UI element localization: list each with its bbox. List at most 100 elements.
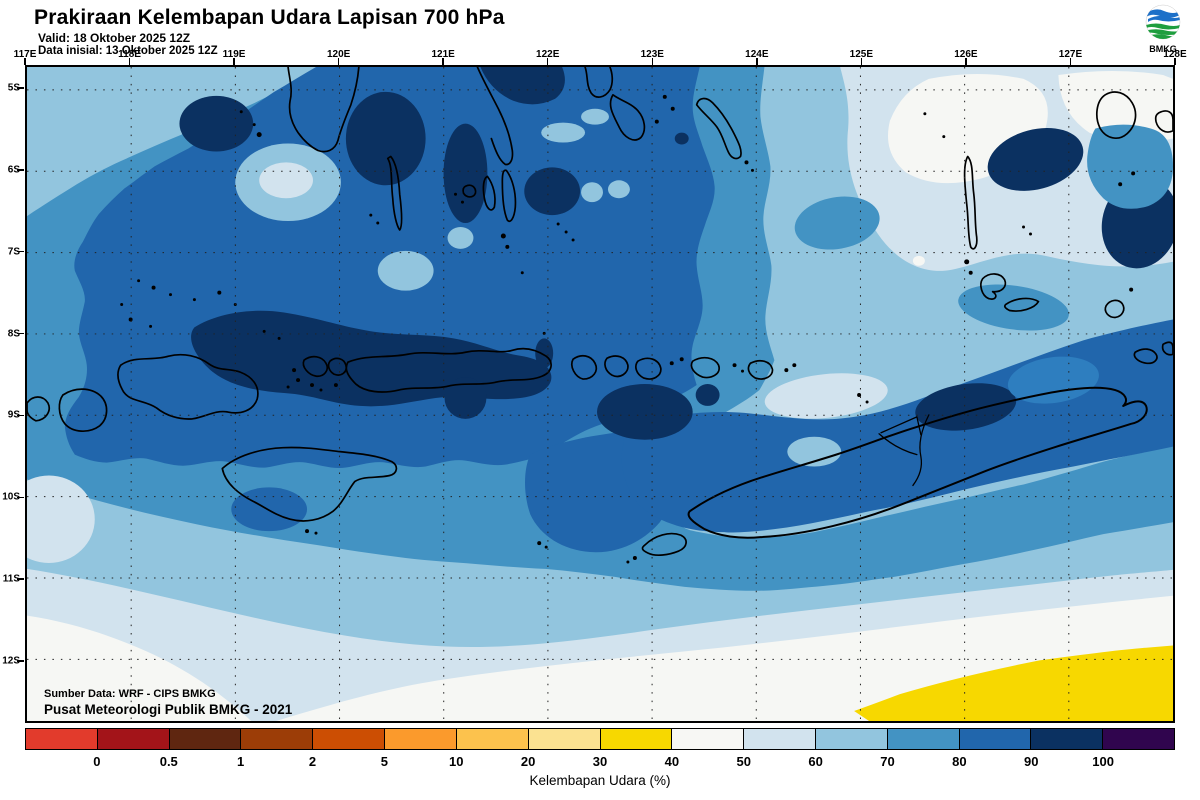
- lat-label-7S: 7S: [7, 246, 20, 258]
- lon-label-124E: 124E: [745, 49, 769, 60]
- humidity-region-70-80-diamond: [794, 196, 880, 250]
- lon-label-122E: 122E: [536, 49, 560, 60]
- humidity-region-30-40-corner: [854, 645, 1173, 721]
- colorbar-tick-2: 2: [308, 754, 317, 769]
- source-line-1: Sumber Data: WRF - CIPS BMKG: [44, 688, 216, 700]
- bmkg-logo-icon: [1145, 4, 1181, 40]
- lat-label-11S: 11S: [2, 573, 20, 585]
- colorbar-cell-13: [959, 729, 1032, 749]
- colorbar-cell-4: [313, 729, 386, 749]
- humidity-region-90-100-c2: [524, 167, 581, 216]
- colorbar-tick-50: 50: [736, 754, 751, 769]
- lon-tick: [24, 58, 26, 65]
- lon-label-128E: 128E: [1163, 49, 1187, 60]
- humidity-region-60-70-patch4: [581, 182, 603, 203]
- lon-tick: [442, 58, 444, 65]
- humidity-region-90-100-a: [179, 95, 254, 152]
- lon-tick: [1174, 58, 1176, 65]
- humidity-region-80-90-bright: [1007, 356, 1099, 404]
- colorbar-tick-60: 60: [808, 754, 823, 769]
- colorbar-cell-10: [744, 729, 816, 749]
- colorbar-cell-3: [241, 729, 314, 749]
- colorbar-tick-100: 100: [1092, 754, 1114, 769]
- lon-tick: [233, 58, 235, 65]
- humidity-region-60-70-patch2: [541, 122, 586, 143]
- page-title: Prakiraan Kelembapan Udara Lapisan 700 h…: [34, 6, 505, 29]
- colorbar-cell-12: [887, 729, 960, 749]
- source-line-2: Pusat Meteorologi Publik BMKG - 2021: [44, 701, 293, 717]
- colorbar-cell-11: [815, 729, 888, 749]
- colorbar-cell-9: [672, 729, 745, 749]
- bmkg-logo-label: BMKG: [1149, 44, 1177, 54]
- lat-tick: [17, 414, 24, 417]
- humidity-region-90-100-c: [480, 67, 565, 105]
- humidity-region-60-70-patch3: [581, 108, 609, 125]
- init-time-label: Data inisial: 13 Oktober 2025 12Z: [38, 45, 218, 57]
- colorbar-caption: Kelembapan Udara (%): [529, 773, 671, 788]
- colorbar-tick-20: 20: [520, 754, 536, 769]
- map-canvas: [27, 67, 1173, 721]
- colorbar-tick-10: 10: [449, 754, 464, 769]
- source-note: Sumber Data: WRF - CIPS BMKG Pusat Meteo…: [44, 688, 292, 719]
- humidity-region-40-50-dot: [912, 255, 925, 266]
- lon-label-121E: 121E: [431, 49, 455, 60]
- lat-tick: [17, 332, 24, 335]
- colorbar-cell-15: [1103, 729, 1174, 749]
- colorbar-tick-30: 30: [592, 754, 608, 769]
- colorbar-cell-5: [385, 729, 457, 749]
- colorbar-tick-5: 5: [380, 754, 388, 769]
- lat-tick: [17, 578, 24, 580]
- humidity-region-60-70-patch1: [377, 250, 434, 291]
- map-frame: [25, 65, 1175, 723]
- colorbar-cell-7: [528, 729, 601, 749]
- lat-label-12S: 12S: [2, 655, 20, 667]
- colorbar-cell-6: [456, 729, 529, 749]
- humidity-region-90-100-d: [987, 127, 1084, 191]
- humidity-region-40-50-bottomleft: [27, 615, 252, 721]
- humidity-region-50-60-leftedge: [27, 475, 95, 563]
- lat-label-8S: 8S: [7, 328, 20, 340]
- humidity-region-90-100-s4: [674, 132, 689, 145]
- colorbar-tick-70: 70: [880, 754, 895, 769]
- lon-tick: [651, 58, 654, 65]
- lat-label-9S: 9S: [7, 409, 20, 421]
- lon-tick: [965, 58, 967, 65]
- humidity-region-90-100-b: [345, 91, 426, 186]
- lon-tick: [546, 58, 549, 65]
- humidity-region-90-100-s1: [535, 338, 554, 369]
- colorbar: [25, 728, 1175, 750]
- lat-tick: [17, 660, 24, 662]
- lon-label-127E: 127E: [1058, 49, 1083, 60]
- colorbar-cell-1: [97, 729, 170, 749]
- humidity-region-90-100-g: [597, 384, 693, 440]
- lon-label-117E: 117E: [13, 49, 37, 60]
- humidity-region-60-70-patch6: [447, 227, 474, 249]
- humidity-region-70-80-rightedge: [1087, 124, 1173, 209]
- colorbar-cell-0: [26, 729, 98, 749]
- lat-tick: [17, 496, 24, 499]
- colorbar-cell-2: [169, 729, 242, 749]
- lat-label-5S: 5S: [7, 82, 20, 94]
- lon-tick: [128, 58, 131, 65]
- lon-label-119E: 119E: [222, 49, 246, 60]
- colorbar-cell-8: [600, 729, 673, 749]
- colorbar-tick-40: 40: [664, 754, 680, 769]
- lon-label-118E: 118E: [118, 49, 141, 60]
- humidity-region-60-70-timor: [787, 436, 842, 467]
- lon-label-120E: 120E: [326, 49, 351, 60]
- humidity-region-60-70-patch5: [607, 180, 630, 199]
- lat-label-10S: 10S: [2, 491, 20, 503]
- humidity-region-90-100-b2: [443, 123, 488, 224]
- lon-label-126E: 126E: [954, 49, 978, 60]
- humidity-region-40-50-topcorner: [1058, 70, 1173, 143]
- lat-tick: [17, 87, 24, 89]
- lon-tick: [756, 58, 758, 65]
- humidity-region-90-100-s3: [695, 384, 720, 406]
- lon-label-123E: 123E: [640, 49, 664, 60]
- bmkg-logo: BMKG: [1141, 3, 1185, 55]
- colorbar-cell-14: [1031, 729, 1104, 749]
- islet-dots: [120, 94, 1136, 564]
- colorbar-tick-0.5: 0.5: [159, 754, 178, 769]
- colorbar-tick-90: 90: [1024, 754, 1039, 769]
